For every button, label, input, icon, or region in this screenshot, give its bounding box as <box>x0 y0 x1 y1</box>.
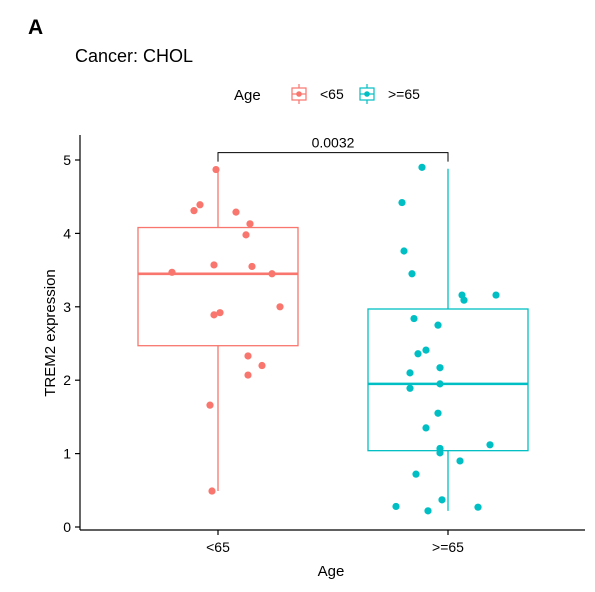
chart-title: Cancer: CHOL <box>75 46 193 66</box>
y-axis: 0 1 2 3 4 5 <box>63 135 81 535</box>
plot-area: 0.0032 <box>137 135 529 515</box>
data-point <box>398 198 406 207</box>
x-axis: <65 >=65 <box>80 529 585 555</box>
data-point <box>492 291 500 299</box>
data-point <box>268 270 276 278</box>
data-point <box>438 496 446 504</box>
data-point <box>246 220 254 228</box>
y-tick-label: 5 <box>63 152 71 168</box>
box-group <box>367 168 529 511</box>
y-tick-label: 2 <box>63 372 71 388</box>
data-point <box>456 457 464 465</box>
data-point <box>422 346 430 354</box>
data-point <box>392 502 400 511</box>
data-point <box>410 314 418 323</box>
data-point <box>486 441 494 449</box>
data-point <box>258 361 266 370</box>
data-point <box>436 449 444 457</box>
x-tick-label: >=65 <box>432 539 464 555</box>
legend-key-point <box>364 91 370 97</box>
data-point <box>242 231 250 239</box>
data-point <box>406 369 414 377</box>
data-point <box>232 208 240 216</box>
data-point <box>412 470 420 478</box>
data-point <box>408 270 416 278</box>
data-point <box>424 507 432 515</box>
data-point <box>422 424 430 432</box>
data-point <box>190 207 198 215</box>
data-point <box>434 321 442 329</box>
data-point <box>206 401 214 409</box>
data-point <box>210 261 218 269</box>
x-tick-label: <65 <box>206 539 230 555</box>
significance-bracket: 0.0032 <box>217 135 449 162</box>
data-point <box>474 503 482 511</box>
y-tick-label: 1 <box>63 446 71 462</box>
data-point <box>168 268 176 276</box>
data-point <box>208 487 216 495</box>
data-point <box>406 384 414 392</box>
legend-key <box>359 84 375 104</box>
panel-label: A <box>28 16 43 39</box>
x-axis-label: Age <box>318 563 345 580</box>
data-point <box>244 352 252 360</box>
data-point <box>418 163 426 171</box>
data-point <box>212 165 220 174</box>
data-point <box>436 364 444 372</box>
data-point <box>460 296 468 304</box>
box <box>137 226 299 347</box>
legend-key-point <box>296 91 302 97</box>
data-point <box>434 409 442 417</box>
legend-title: Age <box>234 87 261 104</box>
box <box>367 308 529 452</box>
data-point <box>400 247 408 255</box>
data-point <box>244 371 252 379</box>
box-group <box>137 169 299 492</box>
data-point <box>414 350 422 358</box>
y-axis-label: TREM2 expression <box>42 269 59 397</box>
p-value-label: 0.0032 <box>312 135 355 151</box>
legend: Age <65 >=65 <box>234 84 420 104</box>
data-point <box>276 303 284 311</box>
legend-label: <65 <box>320 86 344 102</box>
data-point <box>248 262 256 271</box>
legend-label: >=65 <box>388 86 420 102</box>
data-point <box>436 380 444 388</box>
y-tick-label: 3 <box>63 299 71 315</box>
legend-key <box>291 84 307 104</box>
data-point <box>216 309 224 317</box>
y-tick-label: 0 <box>63 519 71 535</box>
data-point <box>196 201 204 209</box>
bracket-line <box>217 152 449 162</box>
data-point <box>210 311 218 319</box>
y-tick-label: 4 <box>63 225 71 241</box>
